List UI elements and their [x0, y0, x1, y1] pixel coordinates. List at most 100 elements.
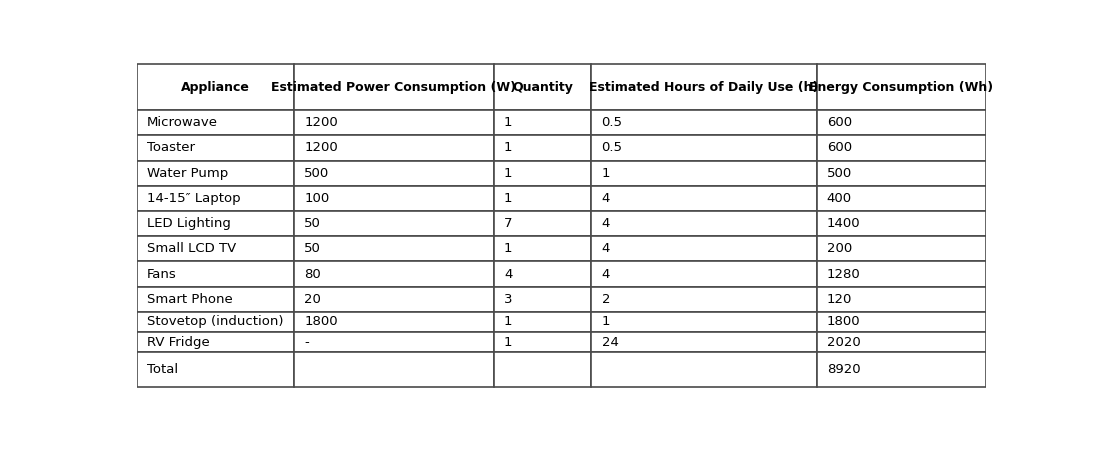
Bar: [493, 135, 592, 161]
Bar: [817, 186, 986, 211]
Bar: [592, 236, 817, 261]
Text: Quantity: Quantity: [512, 81, 573, 94]
Text: 1: 1: [504, 242, 513, 256]
Text: 4: 4: [602, 242, 610, 256]
Text: 100: 100: [305, 192, 330, 205]
Text: 120: 120: [826, 293, 852, 306]
Bar: [592, 332, 817, 352]
Bar: [294, 161, 493, 186]
Bar: [137, 236, 294, 261]
Bar: [493, 161, 592, 186]
Text: 1: 1: [504, 142, 513, 154]
Bar: [493, 261, 592, 287]
Text: 3: 3: [504, 293, 513, 306]
Bar: [294, 261, 493, 287]
Bar: [493, 352, 592, 387]
Text: 1200: 1200: [305, 142, 338, 154]
Bar: [817, 261, 986, 287]
Text: 4: 4: [504, 267, 512, 281]
Text: 1800: 1800: [826, 315, 860, 329]
Text: 600: 600: [826, 142, 852, 154]
Text: Water Pump: Water Pump: [147, 167, 228, 180]
Text: 1400: 1400: [826, 217, 860, 230]
Bar: [294, 236, 493, 261]
Bar: [294, 135, 493, 161]
Text: 20: 20: [305, 293, 321, 306]
Text: 50: 50: [305, 242, 321, 256]
Bar: [137, 352, 294, 387]
Bar: [294, 186, 493, 211]
Bar: [817, 161, 986, 186]
Text: Microwave: Microwave: [147, 116, 218, 129]
Bar: [493, 236, 592, 261]
Bar: [817, 135, 986, 161]
Text: 1: 1: [504, 336, 513, 349]
Bar: [493, 332, 592, 352]
Bar: [493, 64, 592, 110]
Bar: [137, 135, 294, 161]
Bar: [294, 211, 493, 236]
Bar: [137, 332, 294, 352]
Text: 1: 1: [504, 167, 513, 180]
Bar: [592, 186, 817, 211]
Bar: [294, 287, 493, 312]
Bar: [493, 211, 592, 236]
Bar: [294, 352, 493, 387]
Text: Appliance: Appliance: [181, 81, 250, 94]
Bar: [592, 261, 817, 287]
Text: 2020: 2020: [826, 336, 860, 349]
Text: 200: 200: [826, 242, 852, 256]
Text: 1: 1: [504, 116, 513, 129]
Text: Estimated Hours of Daily Use (h): Estimated Hours of Daily Use (h): [590, 81, 819, 94]
Text: Smart Phone: Smart Phone: [147, 293, 233, 306]
Bar: [137, 261, 294, 287]
Text: Energy Consumption (Wh): Energy Consumption (Wh): [810, 81, 993, 94]
Text: 4: 4: [602, 267, 610, 281]
Text: 1: 1: [602, 167, 610, 180]
Bar: [592, 352, 817, 387]
Bar: [592, 110, 817, 135]
Bar: [493, 312, 592, 332]
Text: Total: Total: [147, 363, 179, 376]
Bar: [817, 110, 986, 135]
Bar: [294, 64, 493, 110]
Text: LED Lighting: LED Lighting: [147, 217, 231, 230]
Text: 600: 600: [826, 116, 852, 129]
Bar: [592, 211, 817, 236]
Text: Stovetop (induction): Stovetop (induction): [147, 315, 284, 329]
Text: 0.5: 0.5: [602, 116, 623, 129]
Bar: [294, 312, 493, 332]
Text: 1200: 1200: [305, 116, 338, 129]
Text: 4: 4: [602, 192, 610, 205]
Bar: [592, 135, 817, 161]
Text: 2: 2: [602, 293, 610, 306]
Text: Small LCD TV: Small LCD TV: [147, 242, 237, 256]
Text: 1800: 1800: [305, 315, 338, 329]
Bar: [137, 312, 294, 332]
Text: -: -: [305, 336, 309, 349]
Text: 400: 400: [826, 192, 852, 205]
Bar: [592, 287, 817, 312]
Bar: [137, 211, 294, 236]
Bar: [294, 332, 493, 352]
Text: 7: 7: [504, 217, 513, 230]
Bar: [817, 352, 986, 387]
Bar: [137, 110, 294, 135]
Bar: [817, 287, 986, 312]
Text: 4: 4: [602, 217, 610, 230]
Text: Fans: Fans: [147, 267, 176, 281]
Text: 500: 500: [305, 167, 330, 180]
Text: Estimated Power Consumption (W): Estimated Power Consumption (W): [272, 81, 516, 94]
Bar: [817, 312, 986, 332]
Text: 80: 80: [305, 267, 321, 281]
Bar: [294, 110, 493, 135]
Bar: [493, 186, 592, 211]
Text: 1: 1: [602, 315, 610, 329]
Text: 0.5: 0.5: [602, 142, 623, 154]
Text: 500: 500: [826, 167, 852, 180]
Text: Toaster: Toaster: [147, 142, 195, 154]
Bar: [817, 236, 986, 261]
Text: 50: 50: [305, 217, 321, 230]
Text: 24: 24: [602, 336, 618, 349]
Bar: [137, 287, 294, 312]
